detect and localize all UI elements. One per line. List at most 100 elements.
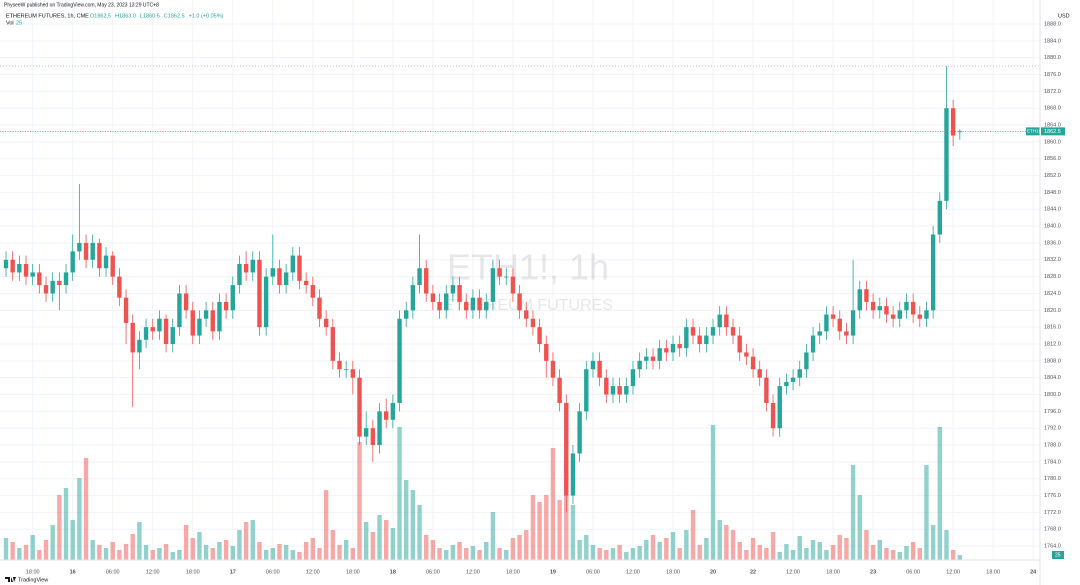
y-tick-label: 1888.0	[1044, 21, 1061, 27]
y-tick-label: 1796.0	[1044, 409, 1061, 415]
candle-body	[824, 314, 829, 332]
candle-body	[957, 131, 963, 133]
candle-body	[123, 297, 129, 323]
x-tick-label: 06:00	[266, 569, 280, 575]
candle-body	[43, 285, 49, 294]
volume-bar	[17, 548, 22, 560]
volume-bar	[350, 548, 356, 560]
candle-body	[97, 242, 102, 269]
currency: USD	[1058, 13, 1070, 19]
candle-body	[263, 276, 269, 328]
candle-body	[884, 306, 889, 315]
volume-bar	[330, 530, 336, 560]
y-tick-label: 1844.0	[1044, 207, 1061, 213]
candle-body	[670, 344, 676, 353]
volume-bar	[464, 548, 469, 560]
symbol-label: ETH1!	[1027, 129, 1040, 134]
candle-body	[604, 377, 609, 395]
volume-bar	[484, 542, 489, 560]
chart-title: ETHEREUM FUTURES, 1h, CME	[6, 13, 89, 19]
candle-body	[83, 242, 89, 260]
y-tick-label: 1780.0	[1044, 476, 1061, 482]
volume-bar	[130, 534, 135, 560]
candle-body	[804, 352, 809, 370]
candle-body	[444, 293, 449, 311]
candle-body	[57, 280, 62, 286]
volume-bar	[263, 550, 269, 560]
candle-body	[510, 276, 516, 294]
volume-bar	[3, 538, 9, 560]
candle-body	[23, 264, 29, 277]
x-tick-label: 12:00	[306, 569, 320, 575]
candle-body	[637, 360, 642, 370]
volume-bar	[924, 465, 929, 560]
volume-bar	[397, 427, 402, 560]
volume-bar	[137, 522, 142, 560]
volume-bar	[317, 548, 322, 560]
volume-bar	[377, 515, 382, 560]
volume-bar	[904, 546, 909, 560]
volume-bar	[410, 490, 416, 560]
candle-body	[617, 386, 622, 395]
candle-body	[777, 386, 782, 429]
candle-body	[557, 377, 562, 403]
candle-body	[590, 360, 596, 370]
candle-body	[657, 348, 662, 361]
volume-bar	[290, 550, 296, 560]
candle-body	[724, 314, 729, 328]
candle-body	[230, 285, 235, 311]
candle-body	[430, 293, 436, 302]
volume-value: 25	[16, 20, 22, 26]
x-tick-label: 12:00	[946, 569, 960, 575]
legend-value: L1860.5	[140, 13, 160, 19]
volume-bar	[323, 490, 329, 560]
volume-bar	[197, 532, 202, 560]
brand-logo	[5, 577, 16, 582]
volume-bar	[444, 550, 449, 560]
candle-body	[910, 301, 916, 315]
volume-bar	[83, 458, 89, 560]
volume-bar	[30, 535, 35, 560]
candle-body	[410, 285, 416, 311]
volume-bar	[383, 520, 389, 560]
watermark: ETH1!, 1h	[447, 247, 609, 288]
volume-bar	[230, 546, 235, 560]
candle-body	[864, 289, 869, 302]
candle-body	[797, 369, 802, 378]
candle-body	[343, 369, 349, 371]
volume-bar	[504, 550, 509, 560]
candle-body	[317, 297, 322, 319]
x-tick-label: 19	[550, 569, 556, 575]
y-tick-label: 1872.0	[1044, 89, 1061, 95]
candle-body	[270, 268, 275, 277]
volume-bar	[877, 540, 882, 560]
volume-bar	[597, 548, 602, 560]
candle-body	[764, 377, 769, 403]
volume-bar	[757, 545, 762, 560]
candle-body	[170, 327, 175, 344]
volume-bar	[250, 520, 255, 560]
volume-bar	[190, 538, 195, 560]
candle-body	[577, 411, 582, 454]
y-tick-label: 1852.0	[1044, 173, 1061, 179]
ohlc-legend: O1862.5 H1863.0 L1860.5 C1862.5 +1.0 (+0.05%…	[90, 13, 224, 19]
volume-bar	[684, 530, 689, 560]
volume-bar	[737, 542, 742, 560]
candle-body	[90, 242, 95, 260]
volume	[3, 425, 963, 560]
x-tick-label: 24	[1030, 569, 1037, 575]
candle-body	[944, 108, 949, 201]
volume-bar	[544, 495, 549, 560]
volume-bar	[150, 550, 155, 560]
candle-body	[110, 255, 115, 277]
candle-body	[550, 360, 556, 378]
candle-body	[744, 352, 749, 357]
volume-bar	[804, 548, 809, 560]
x-tick-label: 12:00	[466, 569, 480, 575]
candle-body	[424, 268, 429, 294]
candle-body	[697, 335, 702, 344]
volume-label: Vol	[6, 20, 14, 26]
volume-bar	[830, 545, 836, 560]
x-tick-label: 12:00	[626, 569, 640, 575]
